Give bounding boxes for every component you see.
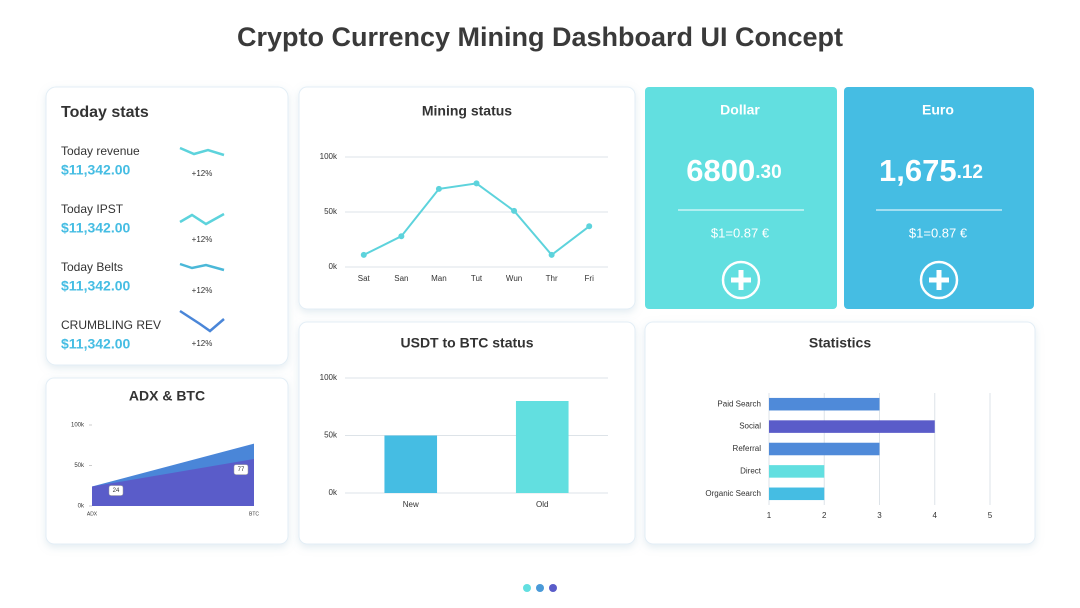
x-tick-label: 5 [988,511,993,520]
stat-label: Today Belts [61,260,123,274]
bar [515,401,569,493]
y-tick-label: 50k [324,207,338,216]
currency-amount: 6800.30 [686,153,781,188]
stat-item: Today revenue $11,342.00 +12% [61,144,225,178]
x-tick-label: ADX [87,511,98,517]
bar [769,487,825,501]
stat-item: Today IPST $11,342.00 +12% [61,202,225,244]
y-tick-label: Direct [740,467,762,476]
y-tick-label: 0k [329,262,338,271]
card-title: Today stats [61,104,149,121]
stat-change: +12% [192,235,213,244]
page-title: Crypto Currency Mining Dashboard UI Conc… [237,22,843,52]
y-tick-label: Organic Search [705,489,761,498]
euro-card [844,87,1034,309]
chart-title: Mining status [422,103,512,119]
usdt-card [298,321,636,545]
bar [384,435,438,493]
currency-rate: $1=0.87 € [909,225,968,240]
sparkline [179,212,225,226]
amount-decimals: .12 [957,162,983,183]
point [586,223,593,230]
y-tick-label: 100k [320,152,338,161]
x-tick-label: Wun [506,274,522,283]
point [435,185,442,192]
amount-main: 1,675 [879,153,957,188]
y-tick-label: Social [739,422,761,431]
today-stats-card [45,86,289,366]
stat-value: $11,342.00 [61,336,131,352]
page-dot[interactable] [523,584,531,592]
point [360,251,367,258]
chart-title: USDT to BTC status [401,335,534,351]
y-tick-label: 100k [71,423,85,429]
data-label: 24 [113,488,120,494]
bar [769,420,935,433]
y-tick-label: Paid Search [717,399,761,408]
point [473,180,480,187]
label-box [233,464,249,475]
sparkline [179,262,225,272]
x-tick-label: New [403,500,419,509]
stat-change: +12% [192,169,213,178]
y-tick-label: Referral [733,444,762,453]
x-tick-label: 1 [767,511,772,520]
y-tick-label: 100k [320,373,338,382]
point [511,207,518,214]
area [92,459,254,506]
x-tick-label: Sat [358,274,371,283]
x-tick-label: Tut [471,274,483,283]
chart-title: Statistics [809,335,871,351]
y-tick-label: 50k [324,431,338,440]
x-tick-label: Old [536,500,548,509]
add-button[interactable] [721,260,761,300]
data-label: 77 [238,467,245,473]
currency-amount: 1,675.12 [879,153,983,188]
stat-change: +12% [192,286,213,295]
sparkline [179,146,225,157]
x-tick-label: 2 [822,511,827,520]
sparkline [179,309,225,333]
bar [769,442,880,456]
stat-change: +12% [192,339,213,348]
x-tick-label: Man [431,274,447,283]
add-button[interactable] [919,260,959,300]
point [548,251,555,258]
y-tick-label: 0k [78,504,85,510]
amount-main: 6800 [686,153,755,188]
x-tick-label: Thr [546,274,558,283]
stat-label: Today revenue [61,144,140,158]
page-dot[interactable] [549,584,557,592]
label-box [108,485,124,496]
x-tick-label: BTC [249,511,259,517]
x-tick-label: Fri [585,274,595,283]
point [398,233,405,240]
stat-item: CRUMBLING REV $11,342.00 +12% [61,309,225,352]
statistics-card [644,321,1036,545]
currency-name: Dollar [720,102,760,118]
dollar-card [645,87,837,309]
stat-value: $11,342.00 [61,220,131,236]
currency-name: Euro [922,102,954,118]
x-tick-label: 3 [877,511,882,520]
amount-decimals: .30 [755,162,781,183]
page-dot[interactable] [536,584,544,592]
x-tick-label: 4 [933,511,938,520]
currency-rate: $1=0.87 € [711,225,770,240]
stat-item: Today Belts $11,342.00 +12% [61,260,225,295]
stat-value: $11,342.00 [61,278,131,294]
bar [769,465,825,478]
chart-title: ADX & BTC [129,388,205,404]
stat-value: $11,342.00 [61,162,131,178]
bar [769,397,880,411]
stat-label: CRUMBLING REV [61,318,161,332]
x-tick-label: San [394,274,408,283]
stat-label: Today IPST [61,202,124,216]
y-tick-label: 50k [74,463,85,469]
y-tick-label: 0k [329,488,338,497]
